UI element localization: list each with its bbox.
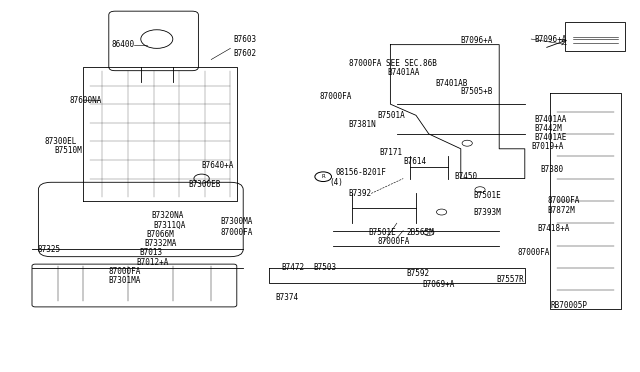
Text: B7392: B7392 [349,189,372,198]
Text: B7503: B7503 [314,263,337,272]
Text: 08156-B201F: 08156-B201F [336,169,387,177]
Text: B7019+A: B7019+A [531,142,564,151]
Text: B7418+A: B7418+A [538,224,570,233]
Text: B7381N: B7381N [349,120,376,129]
Circle shape [141,30,173,48]
Text: 2B565M: 2B565M [406,228,434,237]
Text: B7311QA: B7311QA [154,221,186,230]
FancyBboxPatch shape [565,22,625,51]
Text: B7505+B: B7505+B [461,87,493,96]
Text: B7401AA: B7401AA [387,68,420,77]
Text: 86400: 86400 [112,40,135,49]
Text: B7301MA: B7301MA [109,276,141,285]
Text: B7442M: B7442M [534,124,562,133]
Text: B7640+A: B7640+A [202,161,234,170]
Text: 87300EL: 87300EL [45,137,77,146]
Circle shape [315,172,332,182]
Text: R: R [321,174,325,179]
Text: B7557R: B7557R [496,275,524,283]
Text: B7401AB: B7401AB [435,79,468,88]
Text: B7374: B7374 [275,293,298,302]
Circle shape [424,230,434,235]
Text: 87600NA: 87600NA [69,96,102,105]
Circle shape [475,187,485,193]
Text: B7320NA: B7320NA [152,211,184,220]
Text: 87325: 87325 [37,245,60,254]
Text: RB70005P: RB70005P [550,301,588,310]
Text: B7012+A: B7012+A [136,258,169,267]
Text: B7450: B7450 [454,172,477,181]
Text: B7069+A: B7069+A [422,280,455,289]
Text: B7171: B7171 [379,148,402,157]
Text: 87000FA: 87000FA [517,248,550,257]
Text: B7510M: B7510M [54,146,82,155]
Text: B7872M: B7872M [547,206,575,215]
Text: B7501A: B7501A [378,111,405,120]
Text: B7380: B7380 [541,165,564,174]
Text: 87000FA: 87000FA [109,267,141,276]
Text: B7332MA: B7332MA [144,239,177,248]
Text: B7096+A: B7096+A [534,35,567,44]
Text: 87000FA: 87000FA [378,237,410,246]
Text: B7614: B7614 [403,157,426,166]
Text: B7472: B7472 [282,263,305,272]
FancyBboxPatch shape [109,11,198,71]
Text: B7603: B7603 [234,35,257,44]
FancyBboxPatch shape [32,264,237,307]
Circle shape [436,209,447,215]
Text: B7300MA: B7300MA [221,217,253,226]
Text: 87000FA: 87000FA [221,228,253,237]
Text: B7096+A: B7096+A [461,36,493,45]
Text: B7300EB: B7300EB [189,180,221,189]
Circle shape [462,140,472,146]
Text: 87000FA: 87000FA [547,196,580,205]
Text: B7066M: B7066M [146,230,173,239]
Text: 87000FA SEE SEC.86B: 87000FA SEE SEC.86B [349,59,436,68]
Text: B7501E: B7501E [474,191,501,200]
Text: B7401AA: B7401AA [534,115,567,124]
Text: B7501E: B7501E [368,228,396,237]
Text: (4): (4) [330,178,344,187]
Text: 87000FA: 87000FA [320,92,353,101]
Text: B7401AE: B7401AE [534,133,567,142]
Text: B7602: B7602 [234,49,257,58]
Text: B7013: B7013 [140,248,163,257]
Text: B7393M: B7393M [474,208,501,217]
Text: B7592: B7592 [406,269,429,278]
FancyBboxPatch shape [38,182,243,257]
Circle shape [194,174,209,183]
